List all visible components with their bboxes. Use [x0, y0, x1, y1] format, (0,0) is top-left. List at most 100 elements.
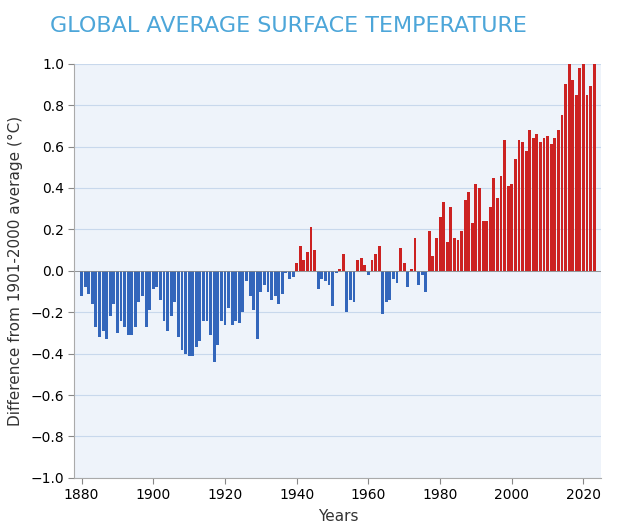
Bar: [195, 271, 198, 347]
Bar: [378, 246, 381, 271]
Bar: [389, 271, 391, 300]
Bar: [102, 271, 105, 331]
Bar: [321, 271, 323, 279]
Bar: [335, 271, 337, 273]
Bar: [277, 271, 280, 304]
Bar: [116, 271, 119, 333]
Bar: [202, 271, 205, 321]
Bar: [259, 271, 262, 292]
Bar: [568, 64, 570, 271]
Bar: [578, 68, 582, 271]
Bar: [209, 271, 212, 335]
Bar: [435, 238, 438, 271]
Bar: [421, 271, 423, 275]
Bar: [536, 134, 538, 271]
Bar: [138, 271, 140, 302]
Bar: [130, 271, 133, 335]
Bar: [324, 271, 327, 281]
Bar: [227, 271, 230, 308]
Bar: [184, 271, 187, 354]
Bar: [406, 271, 409, 287]
Bar: [206, 271, 208, 321]
Bar: [231, 271, 234, 324]
Bar: [514, 159, 517, 271]
X-axis label: Years: Years: [317, 509, 358, 524]
Bar: [528, 130, 531, 271]
Bar: [299, 246, 302, 271]
Bar: [285, 271, 287, 273]
Bar: [98, 271, 101, 337]
Bar: [162, 271, 166, 321]
Bar: [313, 250, 316, 271]
Bar: [270, 271, 273, 300]
Bar: [80, 271, 83, 296]
Bar: [381, 271, 384, 314]
Bar: [339, 269, 341, 271]
Bar: [356, 261, 359, 271]
Bar: [94, 271, 97, 327]
Bar: [327, 271, 330, 285]
Bar: [417, 271, 420, 285]
Bar: [180, 271, 184, 349]
Bar: [396, 271, 399, 283]
Bar: [507, 186, 510, 271]
Bar: [385, 271, 388, 302]
Bar: [432, 256, 435, 271]
Bar: [309, 227, 312, 271]
Bar: [317, 271, 320, 289]
Bar: [174, 271, 176, 302]
Bar: [306, 252, 309, 271]
Bar: [438, 217, 441, 271]
Bar: [478, 188, 481, 271]
Bar: [220, 271, 223, 321]
Bar: [542, 138, 546, 271]
Bar: [245, 271, 248, 281]
Bar: [192, 271, 194, 356]
Bar: [291, 271, 294, 277]
Bar: [424, 271, 427, 292]
Text: GLOBAL AVERAGE SURFACE TEMPERATURE: GLOBAL AVERAGE SURFACE TEMPERATURE: [50, 16, 526, 36]
Bar: [428, 232, 431, 271]
Bar: [331, 271, 334, 306]
Bar: [249, 271, 252, 296]
Bar: [234, 271, 237, 321]
Bar: [166, 271, 169, 331]
Bar: [112, 271, 115, 304]
Bar: [560, 115, 564, 271]
Bar: [241, 271, 244, 312]
Bar: [471, 223, 474, 271]
Bar: [91, 271, 94, 304]
Bar: [521, 142, 524, 271]
Bar: [87, 271, 90, 294]
Bar: [503, 140, 506, 271]
Bar: [303, 261, 305, 271]
Bar: [510, 184, 513, 271]
Bar: [170, 271, 172, 316]
Bar: [474, 184, 477, 271]
Bar: [109, 271, 112, 316]
Bar: [374, 254, 377, 271]
Bar: [557, 130, 560, 271]
Bar: [188, 271, 190, 356]
Bar: [403, 262, 405, 271]
Bar: [267, 271, 270, 292]
Bar: [273, 271, 277, 296]
Bar: [252, 271, 255, 310]
Bar: [554, 138, 556, 271]
Bar: [575, 95, 578, 271]
Bar: [593, 29, 596, 271]
Bar: [453, 238, 456, 271]
Bar: [360, 259, 363, 271]
Bar: [238, 271, 241, 323]
Bar: [518, 140, 520, 271]
Bar: [295, 262, 298, 271]
Bar: [500, 176, 502, 271]
Bar: [546, 136, 549, 271]
Bar: [353, 271, 355, 302]
Bar: [148, 271, 151, 310]
Bar: [281, 271, 284, 294]
Bar: [456, 240, 459, 271]
Bar: [464, 200, 467, 271]
Bar: [550, 144, 552, 271]
Bar: [450, 207, 452, 271]
